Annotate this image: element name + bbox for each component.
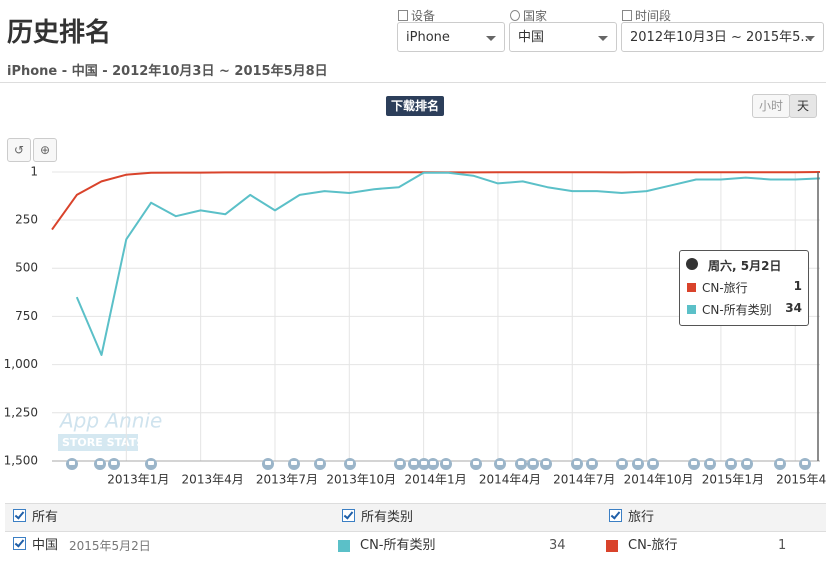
reset-zoom[interactable]: ↺ — [7, 138, 31, 162]
x-tick-label: 2014年7月 — [553, 473, 615, 487]
event-icon — [635, 461, 641, 465]
x-tick-label: 2013年7月 — [256, 473, 318, 487]
event-icon — [473, 461, 479, 465]
event-icon — [589, 461, 595, 465]
swatch — [606, 540, 618, 552]
header-cell[interactable]: 旅行 — [609, 504, 654, 531]
tooltip-value: 34 — [785, 301, 802, 315]
y-tick-label: 750 — [15, 309, 38, 323]
country-select[interactable]: 中国 — [509, 22, 617, 52]
x-tick-label: 2014年1月 — [405, 473, 467, 487]
event-icon — [97, 461, 103, 465]
period-select[interactable]: 2012年10月3日 ~ 2015年5... — [621, 22, 824, 52]
event-icon — [518, 461, 524, 465]
y-tick-label: 1,500 — [4, 454, 38, 468]
event-icon — [574, 461, 580, 465]
x-tick-label: 2013年10月 — [326, 473, 396, 487]
event-icon — [69, 461, 75, 465]
divider — [0, 82, 826, 83]
event-icon — [619, 461, 625, 465]
country: 中国 — [32, 538, 59, 553]
x-tick-label: 2013年1月 — [107, 473, 169, 487]
header-cell[interactable]: 所有类别 — [342, 504, 413, 531]
x-tick-label: 2015年4月 — [776, 473, 826, 487]
event-icon — [421, 461, 427, 465]
y-tick-label: 500 — [15, 261, 38, 275]
event-icon — [728, 461, 734, 465]
day-toggle[interactable]: 天 — [789, 94, 817, 118]
y-tick-label: 1,250 — [4, 405, 38, 419]
event-icon — [497, 461, 503, 465]
series-name: CN-所有类别 — [360, 538, 436, 553]
series-line — [51, 171, 821, 231]
hour-toggle[interactable]: 小时 — [752, 94, 790, 118]
watermark: STORE STATS — [62, 436, 144, 449]
watermark-box — [58, 434, 138, 451]
event-icon — [291, 461, 297, 465]
event-icon — [744, 461, 750, 465]
tooltip: 周六, 5月2日 CN-旅行 1 CN-所有类别 34 — [679, 250, 809, 326]
tooltip-title: 周六, 5月2日 — [708, 259, 782, 273]
y-tick-label: 250 — [15, 213, 38, 227]
filter-label: 时间段 — [622, 7, 671, 24]
tooltip-value: 1 — [793, 279, 802, 293]
event-icon — [148, 461, 154, 465]
zoom-in[interactable]: ⊕ — [33, 138, 57, 162]
x-tick-label: 2014年4月 — [479, 473, 541, 487]
event-icon — [430, 461, 436, 465]
event-icon — [777, 461, 783, 465]
filter-label: 设备 — [398, 7, 435, 24]
filter-label-text: 国家 — [523, 9, 548, 23]
event-icon — [111, 461, 117, 465]
row-cell[interactable]: 中国 — [13, 532, 58, 560]
series-line — [75, 171, 821, 356]
event-icon — [397, 461, 403, 465]
y-tick-label: 1,000 — [4, 357, 38, 371]
event-icon — [411, 461, 417, 465]
event-icon — [802, 461, 808, 465]
header-cell[interactable]: 所有 — [13, 504, 58, 531]
header-text: 旅行 — [628, 510, 655, 525]
filter-label-text: 时间段 — [635, 9, 672, 23]
event-icon — [265, 461, 271, 465]
tooltip-swatch — [687, 283, 696, 292]
table-row: 中国 2015年5月2日 CN-所有类别 34 CN-旅行 1 — [5, 532, 826, 560]
x-tick-label: 2013年4月 — [182, 473, 244, 487]
x-tick-label: 2015年1月 — [702, 473, 764, 487]
event-icon — [443, 461, 449, 465]
download-button[interactable]: 下载排名 — [386, 96, 444, 116]
rank: 34 — [549, 538, 566, 553]
subtitle: iPhone - 中国 - 2012年10月3日 ~ 2015年5月8日 — [7, 64, 328, 79]
event-icon — [707, 461, 713, 465]
rank: 1 — [778, 538, 787, 553]
event-icon — [317, 461, 323, 465]
event-icon — [347, 461, 353, 465]
event-icon — [691, 461, 697, 465]
globe-icon — [686, 258, 698, 270]
tooltip-label: CN-旅行 — [702, 281, 748, 295]
filter-label-text: 设备 — [411, 9, 436, 23]
series-name: CN-旅行 — [628, 538, 678, 553]
event-icon — [530, 461, 536, 465]
watermark: App Annie — [58, 409, 162, 433]
header-text: 所有 — [32, 510, 59, 525]
event-icon — [650, 461, 656, 465]
swatch — [338, 540, 350, 552]
device-select[interactable]: iPhone — [397, 22, 505, 52]
filter-label: 国家 — [510, 7, 547, 24]
y-tick-label: 1 — [30, 165, 38, 179]
chart: App Annie STORE STATS 1 250 500 750 1,000 1,2… — [4, 165, 826, 487]
date: 2015年5月2日 — [69, 539, 151, 553]
tooltip-label: CN-所有类别 — [702, 303, 772, 317]
x-tick-label: 2014年10月 — [624, 473, 694, 487]
page-title: 历史排名 — [7, 18, 112, 48]
tooltip-swatch — [687, 305, 696, 314]
header-text: 所有类别 — [361, 510, 414, 525]
event-icon — [543, 461, 549, 465]
table-header: 所有 所有类别 旅行 — [5, 503, 826, 532]
